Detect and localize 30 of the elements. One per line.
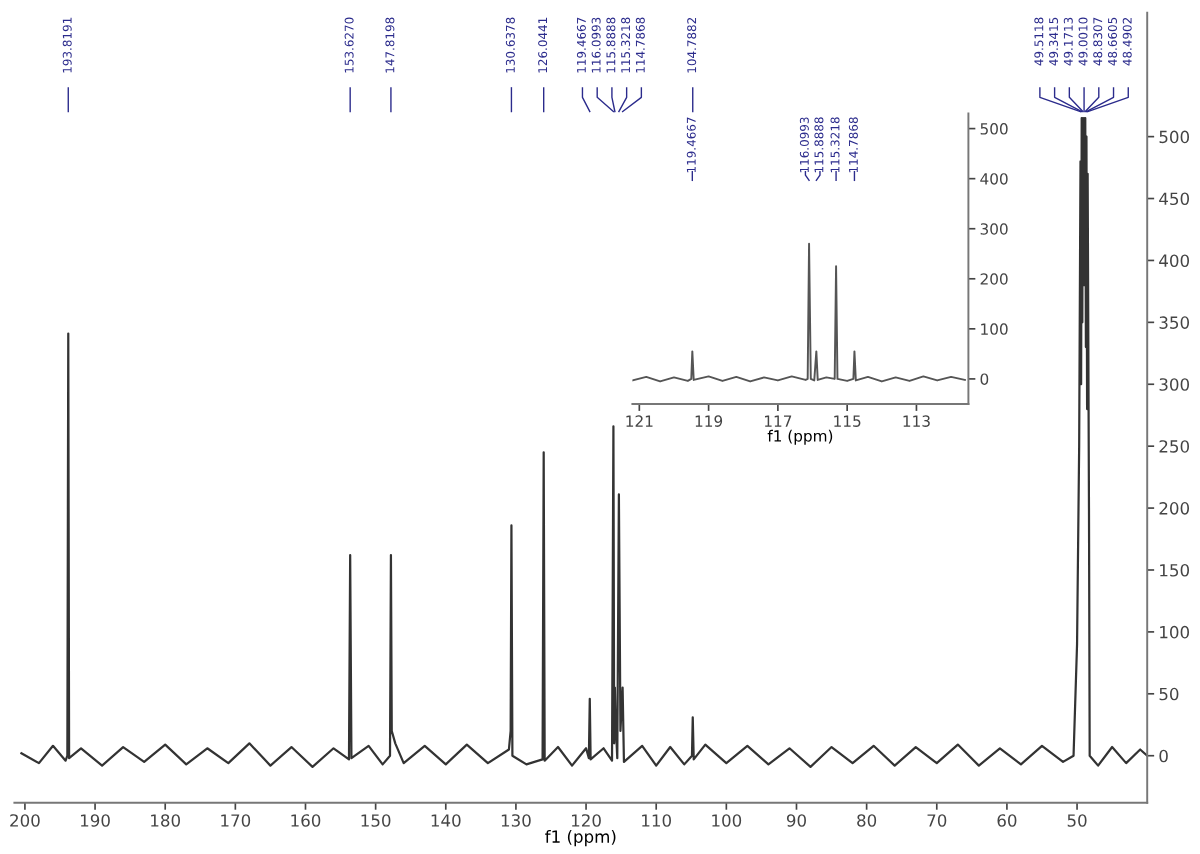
x-tick-label: 150 xyxy=(361,814,391,827)
x-tick-label: 100 xyxy=(712,814,742,827)
y-tick-label: 200 xyxy=(1159,502,1190,515)
x-tick-label: 110 xyxy=(642,814,671,827)
line-series xyxy=(632,242,966,383)
y-tick-label: 50 xyxy=(1159,687,1179,701)
line-series xyxy=(20,116,1148,768)
x-tick-label: 130 xyxy=(501,814,531,827)
x-tick-label: 160 xyxy=(291,814,321,827)
x-tick-label: 60 xyxy=(997,814,1017,827)
y-tick-label: 450 xyxy=(1159,192,1190,206)
x-tick-label: 170 xyxy=(221,814,251,827)
x-tick-label: 140 xyxy=(431,814,461,827)
y-tick-label: 350 xyxy=(1159,316,1190,329)
y-tick-label: 250 xyxy=(1159,440,1190,453)
y-tick-label: 500 xyxy=(1159,130,1190,144)
y-tick-label: 150 xyxy=(1160,563,1190,577)
x-tick-label: 90 xyxy=(786,814,806,827)
y-tick-label: 300 xyxy=(1159,378,1190,391)
y-tick-label: 100 xyxy=(1160,625,1190,639)
x-tick-label: 80 xyxy=(857,814,877,827)
y-tick-label: 400 xyxy=(1159,254,1190,268)
x-tick-label: 200 xyxy=(10,814,40,827)
y-tick-label: 0 xyxy=(1159,749,1168,763)
x-tick-label: 190 xyxy=(80,814,110,827)
x-tick-label: 180 xyxy=(151,814,181,827)
x-tick-label: 50 xyxy=(1067,814,1087,827)
x-axis-title: f1 (ppm) xyxy=(545,830,616,847)
x-tick-label: 70 xyxy=(927,814,947,827)
x-tick-label: 120 xyxy=(571,814,601,827)
